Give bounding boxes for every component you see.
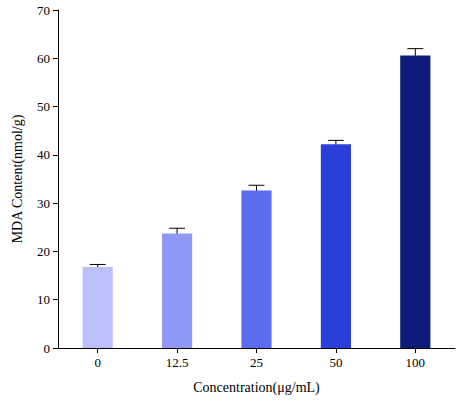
svg-text:100: 100 [406, 355, 426, 370]
svg-text:Concentration(μg/mL): Concentration(μg/mL) [193, 380, 320, 396]
svg-text:12.5: 12.5 [166, 355, 189, 370]
svg-text:20: 20 [37, 244, 50, 259]
svg-text:0: 0 [44, 341, 51, 356]
svg-text:60: 60 [37, 51, 50, 66]
svg-text:0: 0 [94, 355, 101, 370]
svg-text:50: 50 [37, 99, 50, 114]
svg-text:30: 30 [37, 196, 50, 211]
svg-text:10: 10 [37, 292, 50, 307]
svg-text:25: 25 [250, 355, 263, 370]
svg-text:50: 50 [329, 355, 342, 370]
svg-text:MDA Content(nmol/g): MDA Content(nmol/g) [10, 114, 26, 243]
svg-text:70: 70 [37, 3, 50, 18]
svg-text:40: 40 [37, 147, 50, 162]
